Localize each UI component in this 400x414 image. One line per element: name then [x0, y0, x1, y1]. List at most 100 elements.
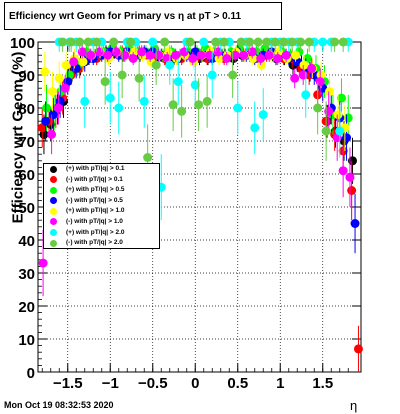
y-tick-label: 60 — [18, 167, 35, 184]
data-point — [296, 37, 306, 47]
data-point — [171, 50, 181, 60]
legend-marker — [50, 239, 57, 247]
data-point — [40, 67, 50, 77]
data-point — [298, 70, 308, 80]
data-point — [48, 110, 58, 120]
legend-label: (-) with pT/|q| > 1.0 — [66, 217, 123, 225]
data-point — [60, 83, 70, 93]
data-point — [330, 37, 340, 47]
data-point — [129, 47, 139, 57]
data-point — [342, 133, 352, 143]
data-point — [42, 103, 51, 113]
y-tick-label: 80 — [18, 101, 35, 118]
legend-entry: (+) with pT/|q| > 0.5 — [44, 185, 159, 196]
data-point — [347, 186, 357, 195]
data-point — [58, 37, 68, 47]
data-point — [287, 37, 297, 47]
y-tick-label: 40 — [18, 233, 35, 250]
y-tick-label: 90 — [18, 68, 35, 85]
data-point — [316, 70, 326, 80]
data-point — [137, 47, 147, 57]
legend: (+) with pT/|q| > 0.1 (-) with pT/|q| > … — [43, 163, 160, 249]
data-point — [69, 57, 79, 67]
data-point — [75, 37, 85, 47]
data-point — [299, 60, 309, 70]
axis-ticks: 0 10 20 30 40 50 60 70 80 90 100 −1.5 −1 −0.5 0 0.5 1 1.5 — [10, 35, 361, 392]
data-point — [188, 54, 198, 63]
data-point — [333, 110, 343, 120]
y-axis-label: Efficiency wrt Geom (%) — [9, 51, 27, 224]
data-point — [47, 129, 57, 139]
data-point — [258, 110, 268, 120]
y-tick-label: 20 — [18, 299, 35, 316]
data-point — [105, 93, 115, 103]
y-tick-label: 30 — [18, 266, 35, 283]
legend-marker — [50, 218, 57, 226]
data-point — [290, 73, 300, 83]
data-point — [194, 100, 204, 110]
data-point — [273, 54, 283, 63]
data-point — [247, 47, 257, 57]
data-point — [168, 100, 178, 110]
data-point — [325, 87, 335, 96]
legend-entry: (+) with pT/|q| > 0.1 — [44, 164, 159, 175]
data-point — [230, 50, 240, 60]
data-point — [117, 70, 127, 80]
data-point — [38, 258, 48, 268]
data-point — [54, 73, 64, 83]
data-point — [222, 54, 232, 63]
legend-entry: (+) with pT/|q| > 2.0 — [44, 228, 159, 239]
legend-entry: (-) with pT/|q| > 1.0 — [44, 217, 159, 228]
data-point — [228, 70, 238, 80]
data-point — [281, 50, 291, 60]
data-point — [179, 47, 189, 57]
data-point — [205, 50, 215, 60]
data-point — [190, 80, 200, 90]
data-point — [338, 37, 348, 47]
data-point — [47, 87, 57, 96]
data-point — [92, 37, 102, 47]
data-point — [248, 54, 258, 63]
data-point — [270, 37, 280, 47]
legend-label: (-) with pT/|q| > 0.5 — [66, 196, 123, 204]
data-point — [291, 50, 301, 60]
x-tick-label: −1.5 — [53, 375, 83, 392]
data-point — [253, 37, 263, 47]
data-point — [279, 37, 289, 47]
data-point — [264, 50, 274, 60]
data-point — [103, 50, 113, 60]
data-point — [53, 103, 63, 113]
data-point — [301, 90, 311, 100]
data-point — [41, 116, 51, 126]
timestamp-footer: Mon Oct 19 08:32:53 2020 — [4, 400, 114, 410]
data-point — [61, 60, 71, 70]
legend-marker — [50, 165, 57, 173]
x-axis-label: η — [350, 398, 358, 413]
data-point — [173, 77, 183, 87]
data-point — [274, 47, 284, 57]
x-tick-label: 0 — [191, 375, 199, 392]
data-point — [318, 37, 328, 47]
y-tick-label: 100 — [10, 35, 35, 52]
data-point — [214, 54, 224, 63]
legend-entry: (-) with pT/|q| > 0.5 — [44, 196, 159, 207]
legend-entry: (-) with pT/|q| > 0.1 — [44, 175, 159, 186]
data-point — [256, 54, 266, 63]
data-point — [353, 344, 363, 354]
data-point — [83, 37, 93, 47]
data-point — [128, 54, 138, 63]
data-point — [66, 37, 76, 47]
data-point — [345, 172, 355, 182]
data-point — [236, 37, 246, 47]
legend-label: (-) with pT/|q| > 2.0 — [66, 239, 123, 247]
data-point — [324, 106, 334, 116]
data-point — [177, 106, 187, 116]
data-point — [77, 47, 87, 57]
data-point — [313, 103, 323, 113]
x-tick-label: −0.5 — [138, 375, 168, 392]
legend-entry: (+) with pT/|q| > 1.0 — [44, 206, 159, 217]
data-point — [338, 166, 348, 176]
data-point — [185, 37, 195, 47]
legend-label: (+) with pT/|q| > 0.1 — [66, 165, 125, 172]
legend-entry: (-) with pT/|q| > 2.0 — [44, 238, 159, 249]
